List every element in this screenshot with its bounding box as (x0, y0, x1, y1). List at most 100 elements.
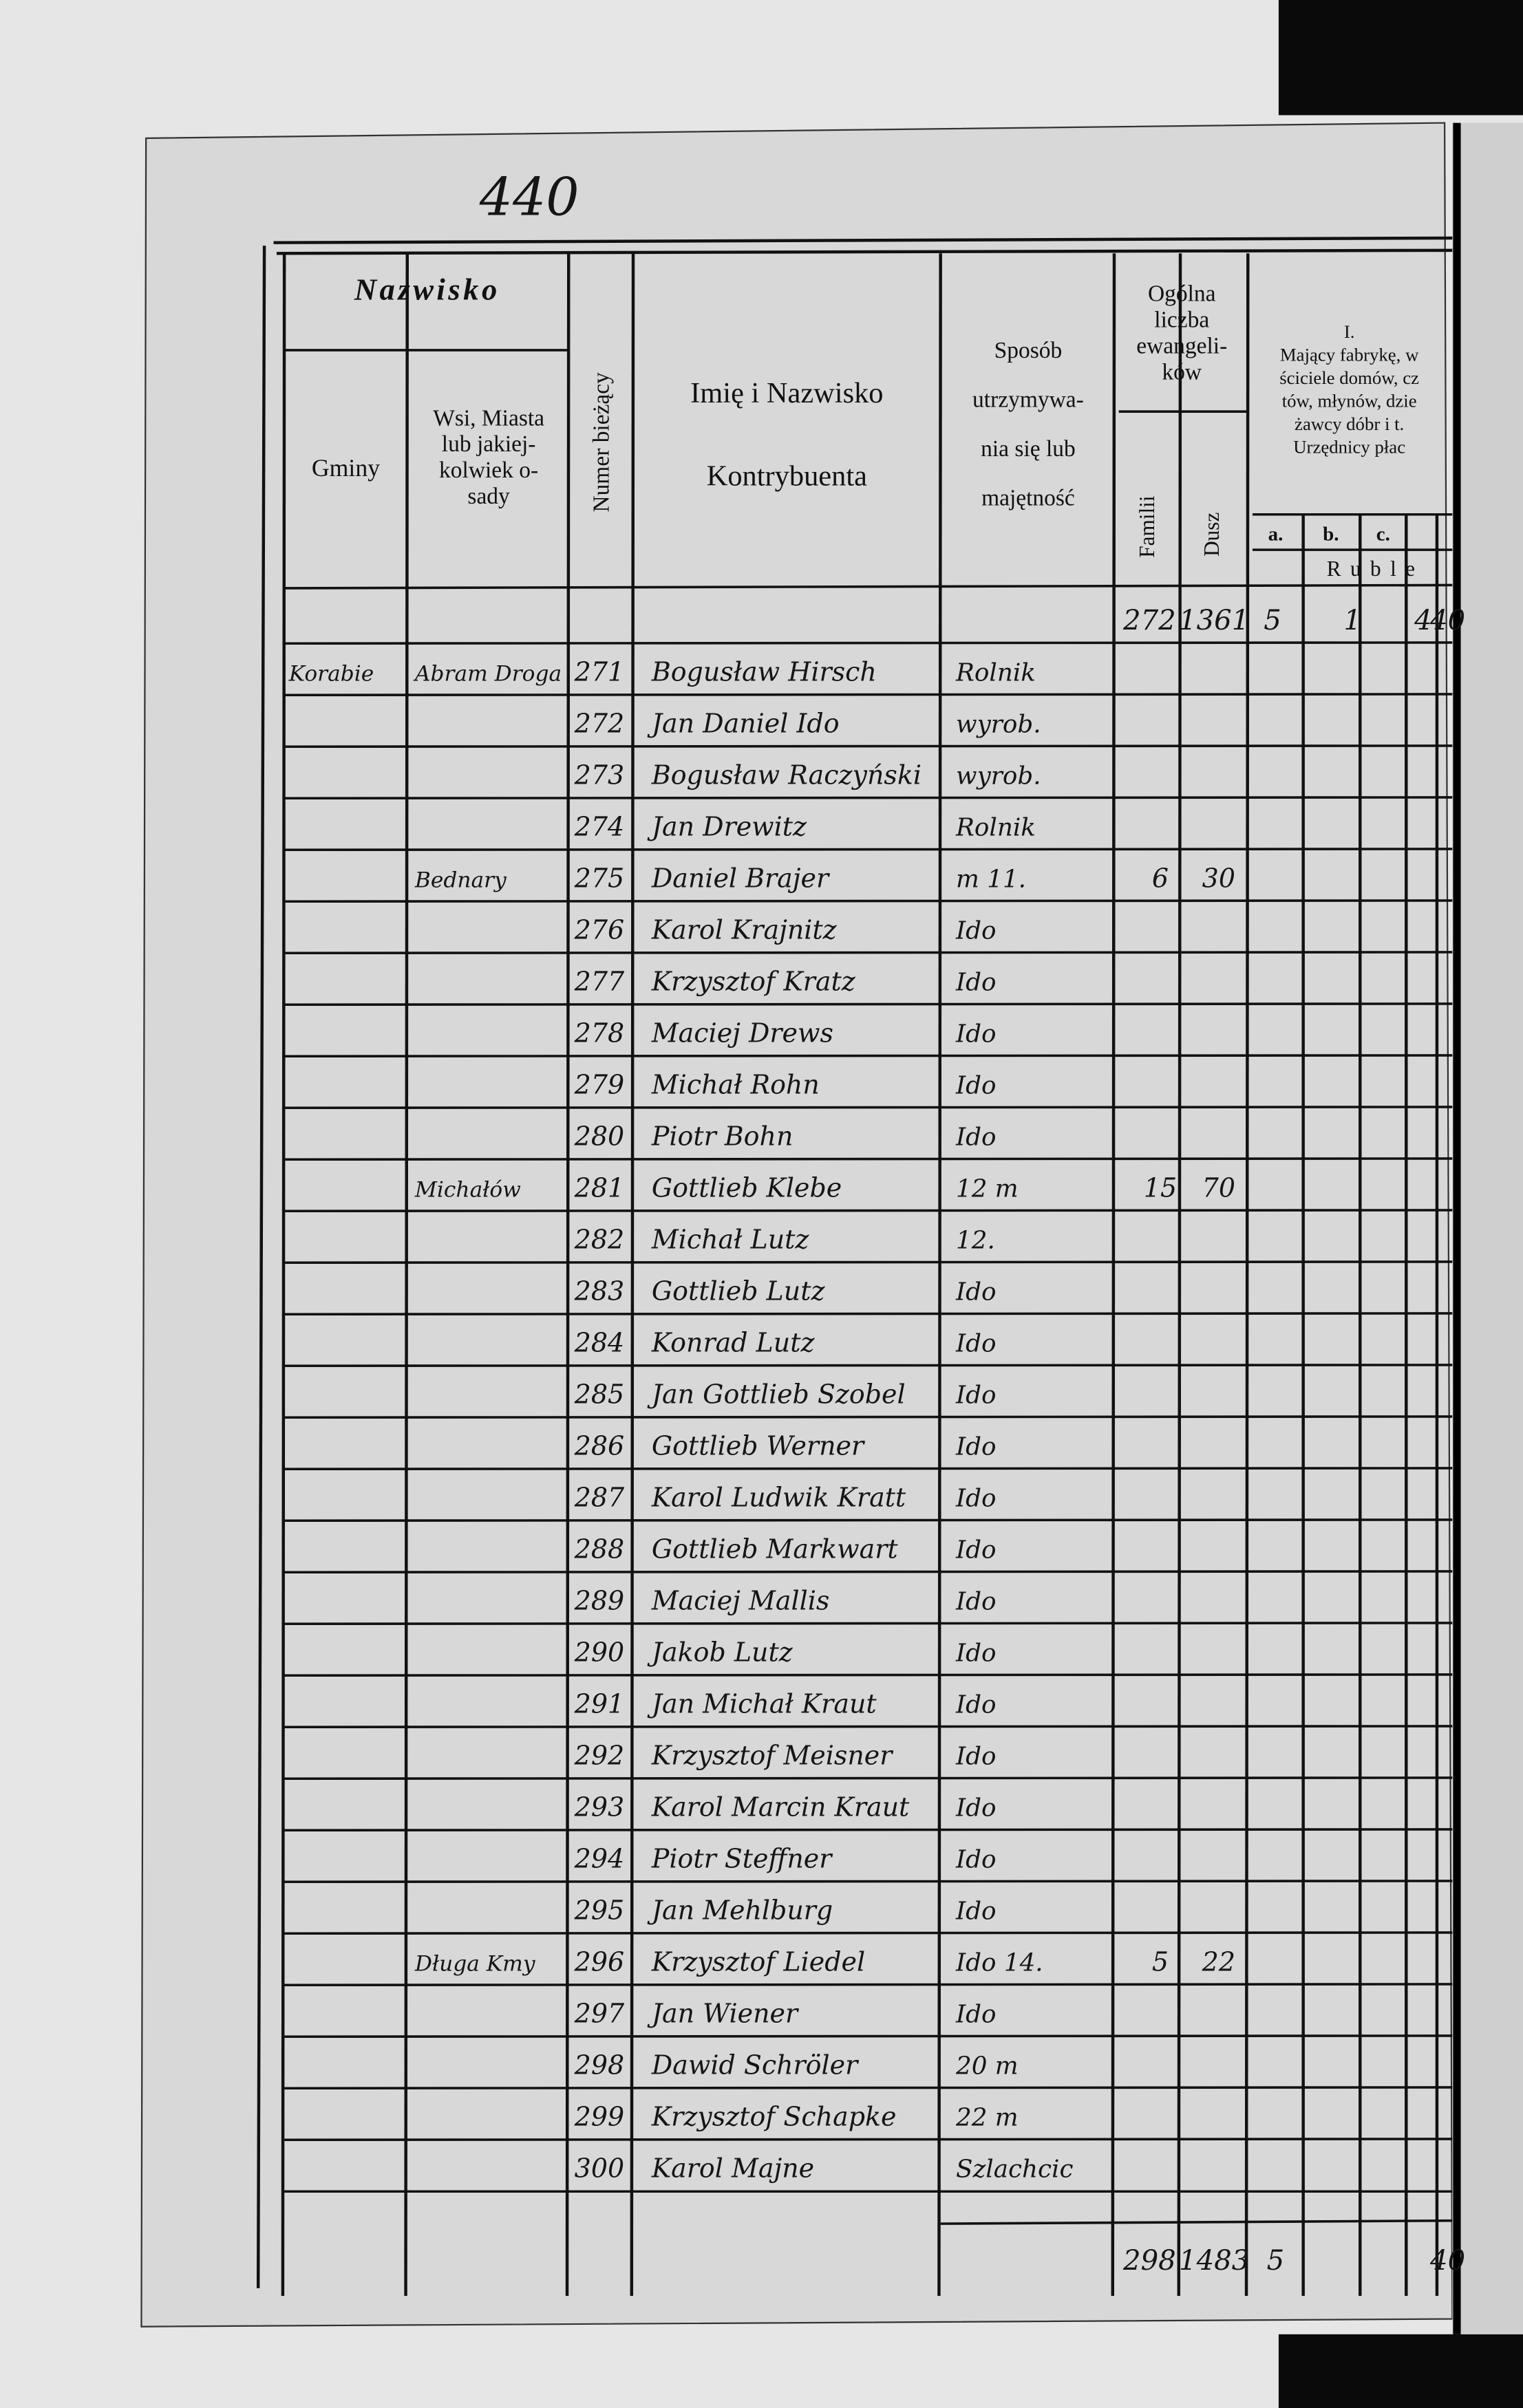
means-of-living: Ido 14. (955, 1948, 1043, 1977)
contributor-name: Karol Majne (651, 2153, 814, 2183)
row-number: 273 (574, 760, 624, 790)
row-number: 282 (574, 1224, 624, 1254)
header-cell: b. (1323, 524, 1339, 546)
row-number: 298 (574, 2050, 624, 2080)
contributor-name: Bogusław Raczyński (651, 760, 922, 790)
means-of-living: Ido (955, 1639, 996, 1667)
header-cell: liczba (1154, 307, 1209, 332)
means-of-living: Ido (955, 1329, 996, 1357)
column-line (565, 253, 571, 2297)
row-number: 295 (574, 1895, 624, 1925)
header-cell: sady (467, 484, 510, 509)
row-number: 292 (574, 1740, 624, 1770)
row-line (284, 848, 1453, 852)
means-of-living: Ido (955, 1123, 996, 1151)
row-line (284, 1880, 1453, 1884)
means-of-living: wyrob. (956, 710, 1041, 738)
header-cell: nia się lub (981, 436, 1076, 462)
header-cell: I. (1344, 321, 1355, 342)
row-number: 294 (574, 1843, 624, 1873)
village: Abram Droga (413, 661, 562, 686)
means-of-living: Ido (955, 1897, 996, 1925)
souls: 30 (1202, 863, 1235, 893)
column-line (1111, 253, 1116, 2297)
row-number: 290 (574, 1637, 624, 1667)
means-of-living: m 11. (956, 865, 1026, 893)
header-cell: Ruble (1327, 557, 1425, 581)
row-number: 279 (574, 1069, 624, 1099)
contributor-name: Konrad Lutz (651, 1327, 816, 1357)
page-number: 440 (479, 167, 579, 228)
header-cell: utrzymywa- (972, 387, 1084, 413)
means-of-living: Ido (955, 1071, 996, 1099)
row-number: 284 (574, 1327, 624, 1357)
header-cell: Imię i Nazwisko (690, 377, 883, 409)
means-of-living: Ido (955, 1845, 996, 1873)
souls: 22 (1202, 1946, 1235, 1977)
header-cell: Familii (1135, 495, 1159, 558)
row-number: 299 (574, 2101, 624, 2131)
row-number: 300 (575, 2153, 624, 2183)
summary-value: 40 (1429, 605, 1465, 636)
families: 15 (1144, 1172, 1177, 1203)
row-line (284, 1725, 1453, 1729)
means-of-living: Rolnik (955, 658, 1036, 687)
column-line (937, 253, 942, 2297)
means-of-living: Ido (955, 1794, 996, 1822)
row-number: 285 (574, 1379, 624, 1409)
row-line (284, 693, 1453, 697)
summary-value: 1361 (1179, 605, 1249, 636)
contributor-name: Karol Krajnitz (651, 914, 838, 945)
row-number: 288 (574, 1534, 624, 1564)
contributor-name: Michał Lutz (651, 1224, 810, 1254)
row-number: 291 (574, 1688, 624, 1719)
header-cell: lub jakiej- (442, 431, 536, 457)
contributor-name: Krzysztof Meisner (651, 1740, 893, 1770)
total-value: 40 (1429, 2245, 1465, 2277)
header-cell: ków (1162, 359, 1202, 385)
header-cell: Wsi, Miasta (433, 405, 544, 431)
total-value: 1483 (1179, 2245, 1249, 2277)
families: 5 (1152, 1946, 1169, 1977)
row-line (284, 1828, 1453, 1832)
contributor-name: Jan Daniel Ido (647, 708, 840, 738)
row-number: 281 (574, 1172, 624, 1203)
dark-edge (1278, 2334, 1523, 2408)
row-line (284, 1467, 1453, 1471)
means-of-living: Ido (955, 1690, 996, 1719)
header-cell: kolwiek o- (439, 458, 538, 483)
header-cell: Mający fabrykę, w (1280, 345, 1419, 365)
total-value: 298 (1122, 2245, 1176, 2277)
contributor-name: Gottlieb Lutz (652, 1276, 826, 1306)
header-cell: Gminy (312, 454, 380, 482)
means-of-living: Ido (955, 1020, 996, 1048)
row-number: 283 (574, 1276, 624, 1306)
village: Bednary (414, 868, 507, 892)
row-number: 278 (574, 1018, 624, 1048)
summary-value: 272 (1122, 605, 1176, 636)
contributor-name: Karol Ludwik Kratt (651, 1482, 906, 1512)
row-line (284, 1106, 1453, 1110)
row-number: 274 (574, 811, 624, 841)
row-number: 293 (574, 1792, 624, 1822)
row-line (284, 1364, 1453, 1368)
contributor-name: Jan Drewitz (647, 811, 807, 841)
means-of-living: Ido (955, 1484, 996, 1512)
means-of-living: Szlachcic (956, 2155, 1073, 2183)
summary-value: 5 (1264, 605, 1281, 636)
means-of-living: Ido (955, 1381, 996, 1409)
contributor-name: Jan Michał Kraut (647, 1688, 877, 1719)
means-of-living: Ido (955, 1432, 996, 1461)
means-of-living: Ido (955, 1742, 996, 1770)
dark-edge (1278, 0, 1523, 116)
contributor-name: Gottlieb Klebe (652, 1172, 842, 1203)
contributor-name: Piotr Steffner (651, 1843, 833, 1873)
contributor-name: Krzysztof Liedel (651, 1946, 865, 1977)
header-cell: a. (1268, 524, 1284, 546)
table-frame (256, 236, 1453, 2288)
means-of-living: Ido (955, 1587, 996, 1615)
row-number: 287 (574, 1482, 625, 1512)
contributor-name: Maciej Mallis (651, 1585, 830, 1615)
